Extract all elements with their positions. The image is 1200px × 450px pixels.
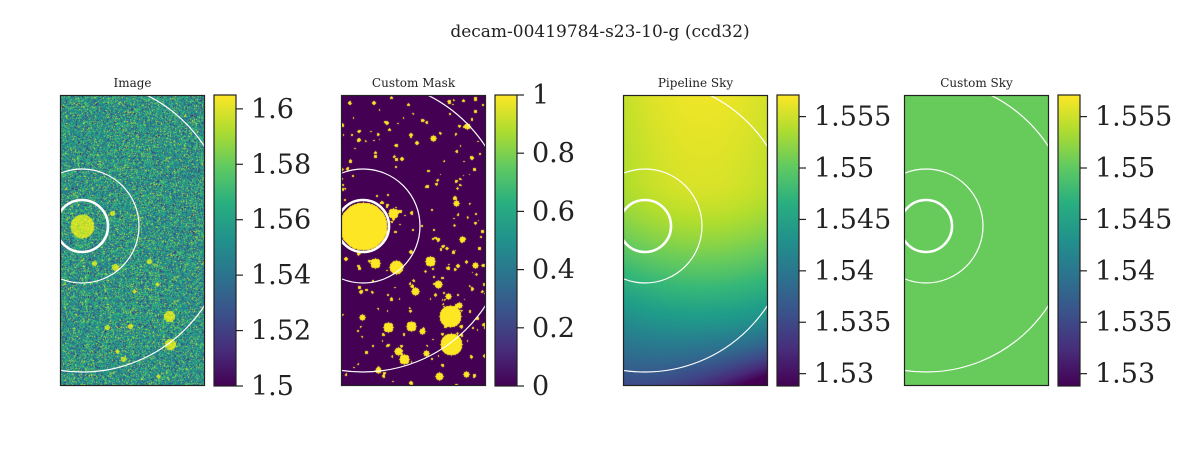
heatmap-image	[623, 95, 768, 386]
panel-title: Pipeline Sky	[658, 76, 734, 90]
inner-circle	[904, 198, 954, 254]
colorbar-tick-label: 1.555	[814, 102, 891, 133]
panel-3: Pipeline Sky 1.53 1.535 1.54 1.545 1.55 1.555	[622, 76, 891, 390]
heatmap-image	[60, 95, 205, 386]
colorbar-tick-label: 1.55	[814, 153, 874, 184]
overlay-circles	[904, 95, 1049, 373]
colorbar-tick-label: 1.535	[814, 307, 891, 338]
panel-title: Custom Sky	[940, 76, 1013, 90]
colorbar-tick-label: 1.555	[1095, 102, 1172, 133]
heatmap-image	[341, 95, 486, 386]
colorbar-tick-label: 1.52	[251, 316, 311, 347]
middle-circle	[60, 168, 140, 284]
outer-circle	[60, 95, 205, 373]
panel-2: Custom Mask 0 0.2 0.4 0.6 0.8 1	[340, 76, 575, 402]
colorbar-tick-label: 1	[532, 80, 549, 111]
image-frame	[622, 94, 769, 387]
inner-circle	[60, 198, 110, 254]
outer-circle	[623, 95, 768, 373]
image-frame	[903, 94, 1050, 387]
overlay-circles	[623, 95, 768, 373]
image-frame	[59, 94, 206, 387]
colorbar-tick-label: 1.55	[1095, 153, 1155, 184]
outer-circle	[904, 95, 1049, 373]
heatmap-image	[904, 95, 1049, 386]
colorbar-tick-label: 1.6	[251, 94, 294, 125]
colorbar-tick-label: 1.54	[814, 256, 874, 287]
colorbar-tick-label: 1.545	[1095, 204, 1172, 235]
colorbar-tick-label: 0.6	[532, 196, 575, 227]
middle-circle	[623, 168, 703, 284]
colorbar-tick-label: 1.56	[251, 205, 311, 236]
middle-circle	[904, 168, 984, 284]
overlay-circles	[60, 95, 205, 373]
colorbar	[213, 94, 237, 387]
colorbar-tick-label: 1.58	[251, 149, 311, 180]
overlay-circles	[341, 95, 486, 373]
colorbar-tick-label: 1.5	[251, 371, 294, 402]
colorbar-tick-label: 1.53	[1095, 359, 1155, 390]
panel-1: Image 1.5 1.52 1.54 1.56 1.58 1.6	[59, 76, 311, 402]
panel-title: Image	[113, 76, 151, 90]
middle-circle	[341, 168, 421, 284]
image-frame	[340, 94, 487, 387]
inner-circle	[341, 198, 391, 254]
colorbar-tick-label: 1.54	[1095, 256, 1155, 287]
colorbar	[1057, 94, 1081, 387]
colorbar-tick-label: 1.53	[814, 359, 874, 390]
colorbar-tick-label: 1.545	[814, 204, 891, 235]
colorbar-tick-label: 0.8	[532, 138, 575, 169]
colorbar-tick-label: 1.54	[251, 260, 311, 291]
colorbar-tick-label: 0.4	[532, 255, 575, 286]
colorbar	[494, 94, 518, 387]
inner-circle	[623, 198, 673, 254]
panel-4: Custom Sky 1.53 1.535 1.54 1.545 1.55 1.555	[903, 76, 1172, 390]
colorbar-tick-label: 0.2	[532, 313, 575, 344]
colorbar-tick-label: 1.535	[1095, 307, 1172, 338]
suptitle: decam-00419784-s23-10-g (ccd32)	[450, 22, 749, 42]
colorbar	[776, 94, 800, 387]
colorbar-tick-label: 0	[532, 371, 549, 402]
outer-circle	[341, 95, 486, 373]
panel-title: Custom Mask	[372, 76, 456, 90]
